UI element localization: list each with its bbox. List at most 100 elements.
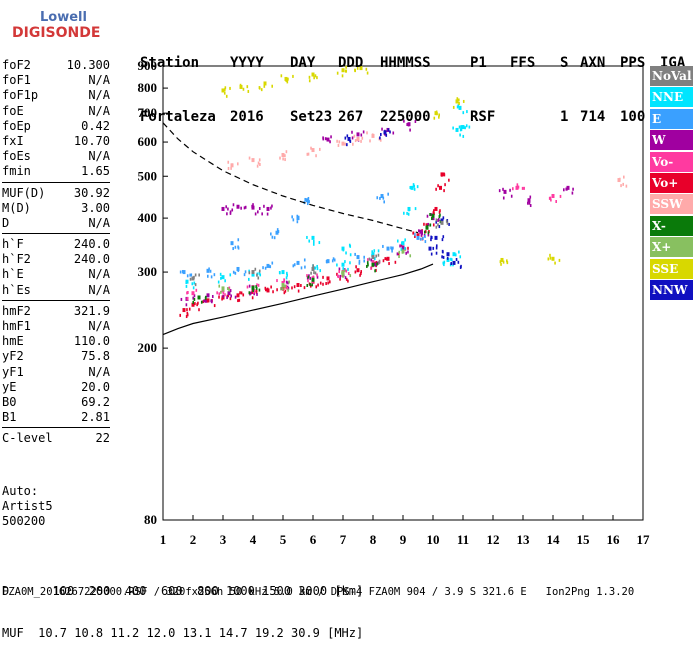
echo-speck — [355, 265, 357, 269]
echo-speck — [435, 225, 438, 229]
echo-speck — [442, 250, 444, 254]
echo-speck — [265, 288, 267, 292]
header-label-5: P1 — [470, 55, 487, 71]
echo-speck — [459, 106, 461, 110]
echo-speck — [528, 199, 531, 203]
echo-point-sse — [221, 88, 225, 93]
x-tick-label: 11 — [457, 532, 469, 547]
echo-speck — [441, 255, 443, 259]
echo-speck — [407, 212, 410, 216]
echo-speck — [366, 71, 369, 75]
header-labels: StationYYYYDAYDDDHHMMSSP1FFSSAXNPPSIGAPS — [140, 54, 685, 72]
echo-speck — [322, 275, 324, 279]
echo-speck — [423, 230, 426, 234]
echo-speck — [404, 238, 406, 242]
echo-speck — [318, 147, 321, 151]
param-value: N/A — [88, 149, 110, 164]
echo-speck — [529, 195, 532, 199]
echo-speck — [286, 271, 288, 275]
auto-program: Artist5 — [2, 499, 53, 513]
echo-speck — [422, 237, 424, 241]
echo-speck — [202, 300, 205, 304]
param-key: foEs — [2, 149, 31, 164]
echo-speck — [406, 123, 408, 127]
legend-item: SSE — [650, 258, 693, 279]
direction-legend: NoVal NNE E W Vo- Vo+ SSW X- X+ SSE NNW — [650, 66, 693, 301]
echo-point-sse — [455, 99, 459, 104]
echo-speck — [292, 264, 295, 268]
echo-speck — [307, 152, 310, 156]
echo-speck — [293, 285, 296, 289]
echo-speck — [314, 271, 317, 275]
echo-speck — [282, 287, 284, 291]
echo-speck — [227, 207, 229, 211]
echo-speck — [242, 293, 245, 297]
echo-speck — [344, 142, 347, 146]
echo-speck — [251, 296, 254, 300]
echo-speck — [413, 187, 416, 191]
echo-speck — [390, 246, 392, 250]
echo-speck — [454, 253, 457, 257]
x-tick-label: 1 — [160, 532, 167, 547]
echo-point-e — [380, 194, 384, 199]
param-row: B1 2.81 — [2, 410, 110, 425]
echo-speck — [388, 262, 390, 266]
echo-speck — [336, 139, 338, 143]
param-row: yF2 75.8 — [2, 349, 110, 364]
echo-speck — [251, 204, 253, 208]
echo-speck — [258, 271, 261, 275]
header-label-2: DAY — [290, 55, 316, 71]
echo-point-e — [275, 230, 279, 235]
y-tick-label: 700 — [138, 105, 158, 120]
legend-item: NoVal — [650, 66, 693, 86]
auto-label: Auto: — [2, 484, 39, 498]
echo-speck — [256, 164, 259, 168]
echo-speck — [197, 301, 199, 305]
param-value: N/A — [88, 88, 110, 103]
echo-speck — [192, 296, 194, 300]
echo-speck — [416, 185, 419, 189]
echo-speck — [435, 251, 438, 255]
echo-speck — [217, 280, 220, 284]
echo-speck — [439, 209, 441, 213]
echo-speck — [375, 261, 378, 265]
echo-speck — [443, 173, 446, 177]
echo-speck — [229, 297, 232, 301]
echo-speck — [360, 133, 363, 137]
echo-point-x — [197, 295, 201, 300]
echo-speck — [194, 273, 197, 277]
echo-speck — [270, 232, 272, 236]
echo-speck — [285, 276, 288, 280]
header-value-8: 714 — [580, 109, 606, 125]
echo-speck — [427, 222, 430, 226]
echo-speck — [226, 212, 228, 216]
echo-speck — [193, 281, 196, 285]
echo-speck — [331, 259, 334, 263]
echo-speck — [623, 175, 625, 179]
echo-speck — [280, 74, 283, 78]
x-tick-label: 13 — [517, 532, 531, 547]
echo-speck — [430, 238, 432, 242]
echo-speck — [362, 130, 365, 134]
echo-speck — [555, 199, 557, 203]
echo-speck — [225, 205, 227, 209]
echo-speck — [373, 249, 376, 253]
echo-speck — [191, 282, 194, 286]
x-tick-label: 3 — [220, 532, 227, 547]
digisonde-logo: Lowell DIGISONDE — [2, 4, 122, 48]
echo-speck — [377, 253, 380, 257]
echo-speck — [414, 233, 416, 237]
x-tick-label: 16 — [607, 532, 621, 547]
echo-speck — [382, 196, 385, 200]
echo-point-w — [266, 206, 270, 211]
echo-speck — [231, 163, 234, 167]
echo-speck — [284, 154, 286, 158]
echo-speck — [234, 245, 237, 249]
echo-speck — [248, 156, 251, 160]
echo-speck — [381, 127, 383, 131]
echo-speck — [516, 183, 519, 187]
echo-speck — [267, 264, 269, 268]
echo-speck — [403, 211, 405, 215]
echo-speck — [384, 257, 387, 261]
echo-point-ssw — [356, 136, 360, 141]
